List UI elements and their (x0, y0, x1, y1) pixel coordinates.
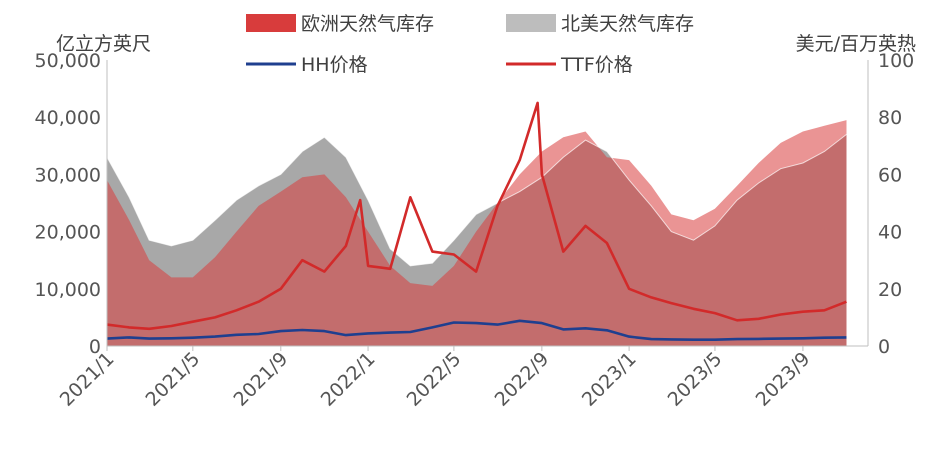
legend-label-hh-price: HH价格 (301, 54, 368, 76)
x-axis-tick-label: 2021/1 (56, 348, 119, 411)
right-axis-unit-label: 美元/百万英热 (796, 33, 916, 55)
legend: 欧洲天然气库存 北美天然气库存 HH价格 TTF价格 (246, 13, 694, 76)
right-axis-tick-label: 40 (878, 222, 902, 244)
x-axis-tick-label: 2023/5 (664, 348, 727, 411)
legend-label-ttf-price: TTF价格 (560, 54, 633, 76)
x-axis-tick-label: 2022/1 (317, 348, 380, 411)
right-axis-tick-label: 0 (878, 336, 890, 358)
left-axis-tick-label: 0 (89, 336, 101, 358)
legend-label-northamerica-storage: 北美天然气库存 (561, 13, 694, 35)
left-axis-unit-label: 亿立方英尺 (56, 33, 151, 55)
plot-area: 0 10,000 20,000 30,000 40,000 50,000 0 20 40 60 80… (35, 50, 915, 411)
left-axis-tick-label: 20,000 (35, 222, 101, 244)
legend-label-europe-storage: 欧洲天然气库存 (301, 13, 434, 35)
left-axis-tick-label: 10,000 (35, 279, 101, 301)
right-axis-tick-label: 60 (878, 164, 902, 186)
x-axis-tick-label: 2022/5 (403, 348, 466, 411)
right-axis-tick-label: 100 (878, 50, 914, 72)
area-europe-storage (107, 120, 847, 346)
x-axis-tick-label: 2023/9 (752, 348, 815, 411)
left-axis-tick-label: 50,000 (35, 50, 101, 72)
right-axis-tick-label: 80 (878, 107, 902, 129)
x-axis-tick-label: 2023/1 (578, 348, 641, 411)
legend-swatch-europe-storage (246, 14, 296, 32)
x-axis-tick-label: 2021/5 (142, 348, 205, 411)
line-hh-price (106, 319, 847, 341)
line-ttf-price (106, 101, 847, 331)
legend-swatch-northamerica-storage (506, 14, 556, 32)
x-axis-tick-label: 2021/9 (230, 348, 293, 411)
right-axis-tick-label: 20 (878, 279, 902, 301)
left-axis-tick-label: 40,000 (35, 107, 101, 129)
area-northamerica-outline (106, 134, 847, 267)
left-axis-tick-label: 30,000 (35, 164, 101, 186)
x-axis-tick-label: 2022/9 (491, 348, 554, 411)
